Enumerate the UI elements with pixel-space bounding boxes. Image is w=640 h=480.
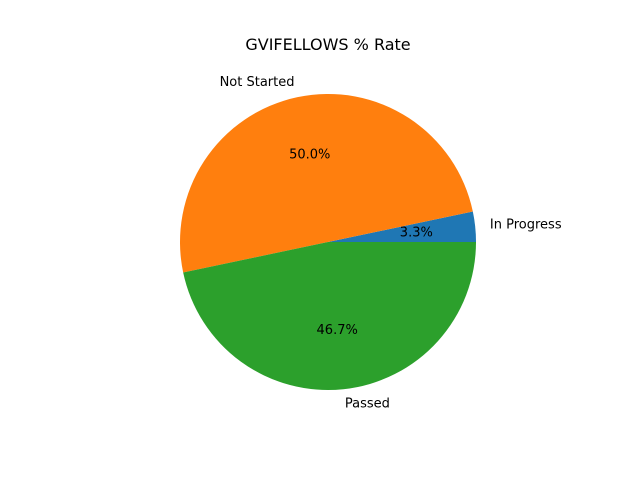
- slice-label-in-progress: In Progress: [490, 218, 562, 233]
- slice-pct-in-progress: 3.3%: [400, 225, 433, 240]
- slice-label-passed: Passed: [345, 396, 390, 411]
- pie-slices: [180, 94, 476, 390]
- pie-labels: In Progress 3.3% Not Started 50.0% Passed 46.…: [220, 75, 562, 411]
- pie-slice-in-progress: [328, 211, 476, 242]
- slice-pct-not-started: 50.0%: [289, 148, 330, 163]
- chart-title: GVIFELLOWS % Rate: [245, 35, 410, 54]
- pie-slice-passed: [183, 242, 476, 390]
- slice-label-not-started: Not Started: [220, 75, 295, 90]
- pie-slice-not-started: [180, 94, 473, 273]
- slice-pct-passed: 46.7%: [317, 323, 358, 338]
